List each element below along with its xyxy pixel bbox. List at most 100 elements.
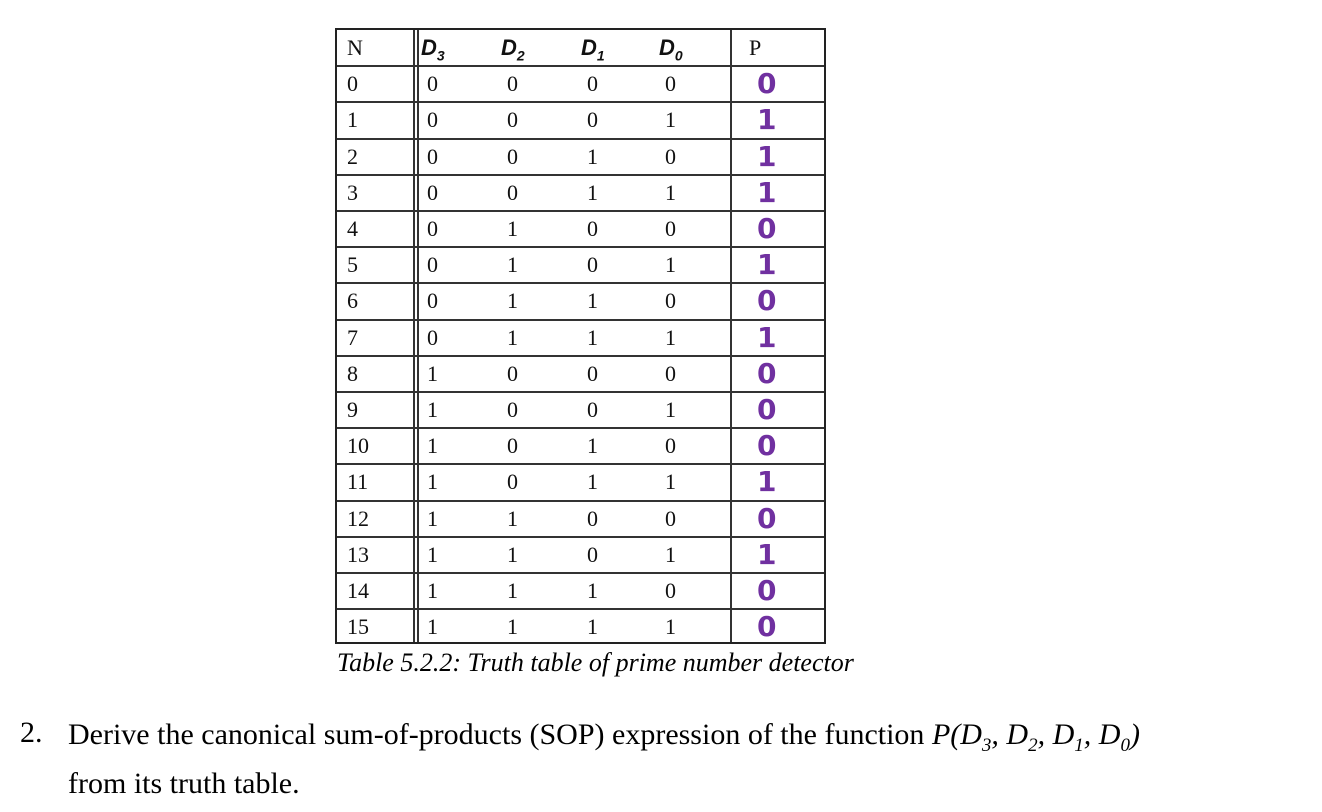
table-cell: 0 (587, 216, 598, 241)
table-cell: 0 (427, 179, 438, 205)
question-segment: from its truth table. (68, 767, 300, 800)
header-subscript: 1 (596, 47, 605, 64)
table-cell: 1 (665, 252, 676, 278)
column-line (417, 30, 419, 642)
table-cell: 0 (427, 107, 438, 133)
p-value: 0 (757, 610, 777, 644)
table-cell: 1 (507, 578, 518, 603)
table-cell: 1 (427, 614, 438, 640)
header-text: D (659, 35, 675, 60)
row-line (337, 535, 824, 538)
table-cell: 0 (507, 107, 518, 133)
header-text: D (501, 35, 517, 60)
p-value: 0 (757, 356, 777, 390)
table-cell: 1 (665, 614, 676, 640)
p-value: 1 (757, 103, 777, 137)
table-cell: 15 (347, 614, 369, 640)
table-cell: 1 (587, 179, 598, 205)
table-cell: 7 (347, 324, 358, 350)
table-cell: 1 (347, 107, 358, 133)
table-cell: 0 (507, 360, 518, 386)
table-cell: 0 (587, 360, 598, 386)
table-cell: 12 (347, 505, 369, 531)
table-cell: 1 (507, 216, 518, 241)
table-cell: 0 (507, 469, 518, 495)
table-cell: 0 (665, 71, 676, 97)
table-cell: 1 (507, 541, 518, 567)
table-cell: 1 (665, 179, 676, 205)
table-cell: 0 (507, 143, 518, 169)
table-cell: 1 (427, 397, 438, 422)
question-segment: , D (991, 718, 1029, 751)
table-cell: 0 (665, 143, 676, 169)
table-cell: 8 (347, 360, 358, 386)
p-value: 1 (757, 139, 777, 173)
table-cell: 0 (665, 578, 676, 603)
table-cell: 1 (427, 578, 438, 603)
table-cell: 1 (587, 578, 598, 603)
table-cell: 1 (665, 324, 676, 350)
question-segment: , D (1083, 718, 1121, 751)
table-cell: 0 (427, 252, 438, 278)
table-cell: 0 (427, 71, 438, 97)
table-cell: 0 (665, 288, 676, 314)
subscript: 0 (1120, 735, 1130, 756)
table-cell: 1 (587, 288, 598, 314)
p-value: 1 (757, 537, 777, 571)
row-line (337, 499, 824, 502)
table-cell: 0 (507, 397, 518, 422)
header-text: N (347, 35, 363, 60)
table-cell: 1 (427, 469, 438, 495)
row-line (337, 354, 824, 357)
p-value: 0 (757, 429, 777, 463)
table-cell: 0 (587, 397, 598, 422)
p-value: 0 (757, 393, 777, 426)
table-cell: 1 (507, 614, 518, 640)
column-line (730, 30, 732, 642)
header-cell: D1 (581, 30, 605, 73)
row-line (337, 572, 824, 574)
p-value: 0 (757, 501, 777, 535)
header-cell: D2 (501, 30, 525, 73)
table-cell: 0 (665, 433, 676, 459)
p-value: 0 (757, 574, 777, 607)
table-cell: 13 (347, 541, 369, 567)
question-segment: Derive the canonical sum-of-products (SO… (68, 718, 932, 751)
row-line (337, 427, 824, 430)
table-cell: 11 (347, 469, 369, 495)
header-text: P (749, 35, 762, 60)
table-cell: 1 (587, 324, 598, 350)
row-line (337, 101, 824, 104)
table-cell: 0 (427, 324, 438, 350)
table-cell: 6 (347, 288, 358, 314)
p-value: 1 (757, 248, 777, 282)
table-cell: 1 (427, 541, 438, 567)
table-cell: 0 (507, 71, 518, 97)
table-cell: 0 (427, 143, 438, 169)
table-cell: 0 (665, 216, 676, 241)
header-cell: N (347, 30, 363, 66)
p-value: 1 (757, 320, 777, 354)
row-line (337, 173, 824, 176)
row-line (337, 282, 824, 285)
table-cell: 1 (507, 288, 518, 314)
row-line (337, 608, 824, 611)
table-cell: 1 (427, 360, 438, 386)
header-subscript: 0 (674, 47, 683, 64)
table-cell: 0 (587, 71, 598, 97)
table-cell: 3 (347, 179, 358, 205)
subscript: 3 (981, 735, 992, 756)
table-cell: 14 (347, 578, 369, 603)
row-line (337, 137, 824, 140)
p-value: 0 (757, 212, 777, 245)
table-cell: 0 (665, 360, 676, 386)
question-segment: P(D (931, 718, 982, 751)
subscript: 2 (1028, 735, 1038, 756)
table-caption: Table 5.2.2: Truth table of prime number… (337, 648, 854, 677)
row-line (337, 65, 824, 68)
table-cell: 1 (507, 252, 518, 278)
table-cell: 0 (587, 252, 598, 278)
question-text: Derive the canonical sum-of-products (SO… (68, 716, 1318, 803)
row-line (337, 318, 824, 321)
